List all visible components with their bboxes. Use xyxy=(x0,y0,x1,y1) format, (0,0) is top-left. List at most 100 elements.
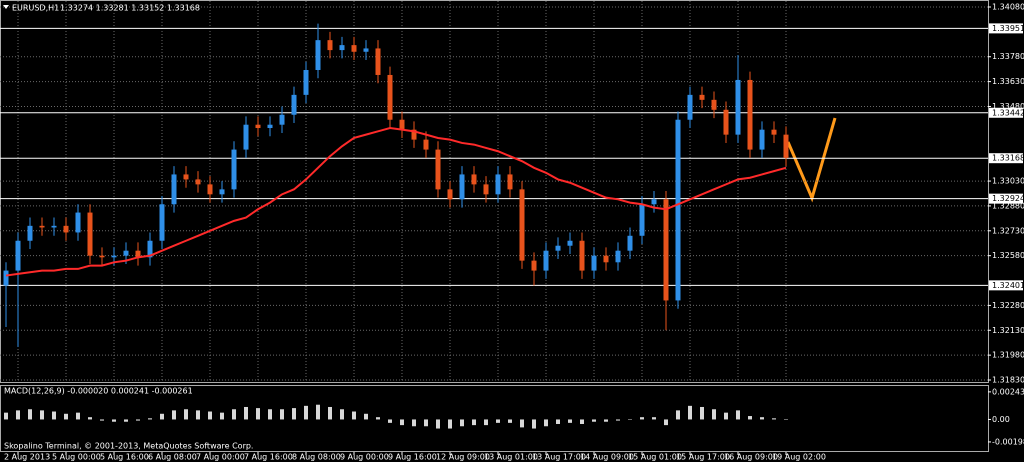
histogram-bar xyxy=(268,409,272,420)
candle-body xyxy=(747,79,753,150)
histogram-bar xyxy=(508,419,512,423)
histogram-bar xyxy=(532,419,536,429)
histogram-bar xyxy=(556,419,560,424)
histogram-bar xyxy=(640,417,644,420)
y-tick-label: 1.33630 xyxy=(992,77,1024,86)
histogram-bar xyxy=(784,419,788,420)
histogram-bar xyxy=(436,419,440,429)
menu-arrow[interactable] xyxy=(3,5,9,9)
candle-body xyxy=(171,174,177,205)
x-tick-label: 6 Aug 08:00 xyxy=(148,453,197,462)
candle-body xyxy=(459,174,465,200)
x-tick-label: 13 Aug 01:00 xyxy=(484,453,538,462)
histogram-bar xyxy=(484,419,488,426)
histogram-bar xyxy=(616,419,620,421)
candle-body xyxy=(783,134,789,158)
level-label: 1.33442 xyxy=(992,108,1024,117)
x-tick-label: 5 Aug 00:00 xyxy=(52,453,101,462)
histogram-bar xyxy=(676,410,680,420)
histogram-bar xyxy=(520,419,524,428)
candle-body xyxy=(771,129,777,135)
candle-body xyxy=(147,240,153,258)
candle-body xyxy=(183,174,189,180)
histogram-bar xyxy=(736,410,740,420)
y-tick-label: 1.33030 xyxy=(992,177,1024,186)
candle-body xyxy=(231,149,237,190)
histogram-bar xyxy=(76,412,80,420)
y-tick-label: 1.33780 xyxy=(992,52,1024,61)
x-tick-label: 7 Aug 00:00 xyxy=(196,453,245,462)
candle-body xyxy=(495,174,501,195)
histogram-bar xyxy=(208,411,212,420)
candle-body xyxy=(759,129,765,150)
candle-body xyxy=(219,189,225,195)
candle-body xyxy=(327,40,333,51)
y-tick-label: 1.31980 xyxy=(992,351,1024,360)
histogram-bar xyxy=(352,411,356,420)
x-tick-label: 13 Aug 17:00 xyxy=(532,453,586,462)
candle-body xyxy=(639,204,645,236)
candle-body xyxy=(447,189,453,200)
candle-body xyxy=(687,94,693,120)
x-tick-label: 14 Aug 09:00 xyxy=(580,453,634,462)
level-label: 1.33951 xyxy=(992,24,1024,33)
histogram-bar xyxy=(292,408,296,420)
x-tick-label: 8 Aug 08:00 xyxy=(292,453,341,462)
candle-body xyxy=(303,69,309,95)
candle-body xyxy=(507,174,513,190)
candle-body xyxy=(351,45,357,52)
histogram-bar xyxy=(40,410,44,420)
histogram-bar xyxy=(592,419,596,422)
x-tick-label: 7 Aug 16:00 xyxy=(244,453,293,462)
candle-body xyxy=(567,240,573,246)
histogram-bar xyxy=(688,405,692,420)
histogram-bar xyxy=(244,406,248,420)
level-box xyxy=(989,107,1023,118)
histogram-bar xyxy=(256,408,260,420)
candle-body xyxy=(375,48,381,75)
candle-body xyxy=(387,74,393,120)
histogram-bar xyxy=(112,419,116,422)
projection xyxy=(786,117,837,203)
candle-body xyxy=(39,225,45,228)
x-tick-label: 15 Aug 01:00 xyxy=(628,453,682,462)
candle-body xyxy=(51,225,57,228)
x-tick-label: 12 Aug 09:00 xyxy=(436,453,490,462)
candle-body xyxy=(615,250,621,263)
candle-body xyxy=(591,255,597,271)
candle-body xyxy=(99,255,105,258)
y-tick-label: 1.31830 xyxy=(992,376,1024,385)
y-tick-label: 1.32280 xyxy=(992,301,1024,310)
candle-body xyxy=(543,250,549,271)
histogram-bar xyxy=(604,419,608,422)
histogram-bar xyxy=(340,409,344,420)
macd-title: MACD(12,26,9) -0.000020 0.000241 -0.0002… xyxy=(4,387,193,396)
candle-body xyxy=(735,79,741,135)
copyright: Skopalino Terminal, © 2001-2013, MetaQuo… xyxy=(4,442,253,451)
y-tick-label: 1.32130 xyxy=(992,326,1024,335)
histogram-bar xyxy=(316,404,320,420)
histogram-bar xyxy=(748,416,752,420)
histogram-bar xyxy=(4,412,8,420)
candle-body xyxy=(195,179,201,185)
histogram-bar xyxy=(364,413,368,420)
level-label: 1.33168 xyxy=(992,154,1024,163)
histogram-bar xyxy=(184,409,188,420)
candle-body xyxy=(63,225,69,233)
candle-body xyxy=(471,174,477,185)
candle-body xyxy=(531,260,537,271)
histogram-bar xyxy=(700,406,704,420)
histogram-bar xyxy=(100,419,104,421)
histogram-bar xyxy=(652,417,656,420)
candle-body xyxy=(255,124,261,129)
x-tick-label: 19 Aug 02:00 xyxy=(772,453,826,462)
y-tick-label: 1.34080 xyxy=(992,3,1024,12)
candle-body xyxy=(603,255,609,263)
candle-body xyxy=(279,114,285,125)
histogram-bar xyxy=(628,419,632,420)
candle-body xyxy=(339,45,345,51)
candle-body xyxy=(423,139,429,150)
y-tick-label: 0.002432 xyxy=(992,387,1024,396)
candle-body xyxy=(27,225,33,241)
